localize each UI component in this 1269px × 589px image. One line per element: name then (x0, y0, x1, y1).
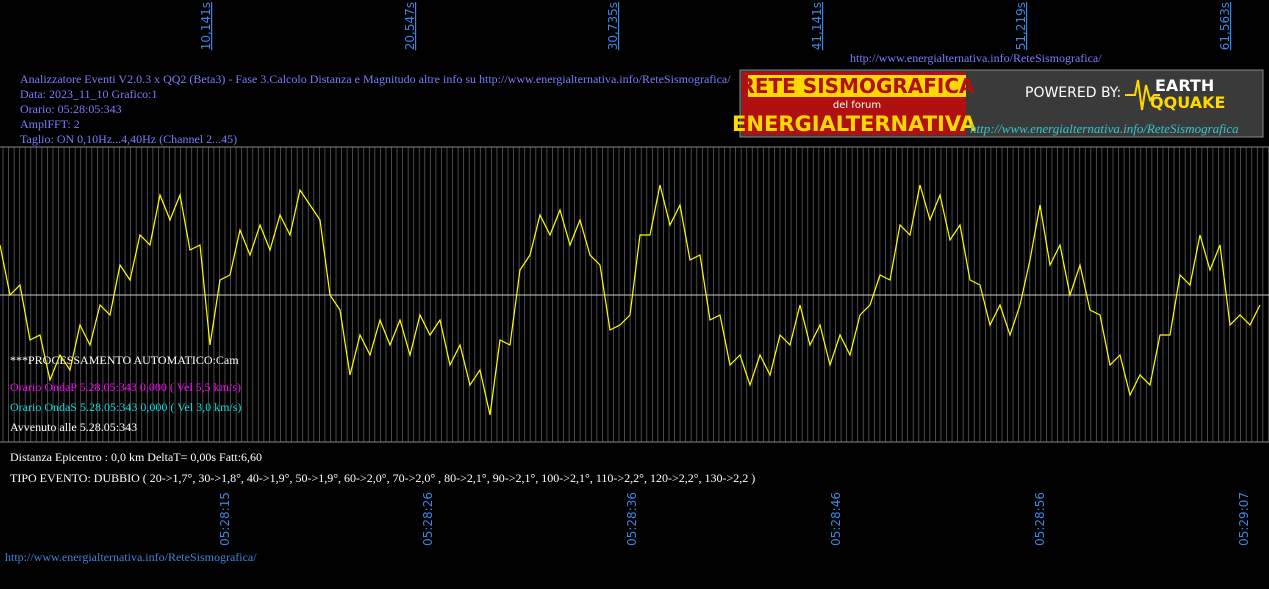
bottom-time-label: 05:29:07 (1237, 492, 1251, 546)
top-time-label: 61,563s (1218, 2, 1232, 50)
info-line: Analizzatore Eventi V2.0.3 x QQ2 (Beta3)… (20, 72, 731, 86)
bottom-time-label: 05:28:15 (218, 492, 232, 546)
header-url: http://www.energialternativa.info/ReteSi… (850, 51, 1102, 65)
logo-brand-bottom: QQUAKE (1150, 93, 1225, 112)
onda-p: Orario OndaP 5.28.05:343 0,000 ( Vel 5,5… (10, 380, 241, 394)
onda-s: Orario OndaS 5.28.05:343 0,000 ( Vel 3,0… (10, 400, 241, 414)
bottom-time-label: 05:28:36 (625, 492, 639, 546)
logo-subtitle: del forum (833, 100, 881, 111)
top-time-label: 10,141s (199, 2, 213, 50)
logo: RETE SISMOGRAFICA del forum ENERGIALTERN… (732, 69, 1264, 138)
bottom-time-label: 05:28:26 (421, 492, 435, 546)
logo-powered: POWERED BY: (1025, 85, 1121, 101)
info-line: Taglio: ON 0,10Hz...4,40Hz (Channel 2...… (20, 132, 237, 146)
processing: ***PROCESSAMENTO AUTOMATICO:Cam (10, 353, 239, 367)
top-time-label: 20,547s (403, 2, 417, 50)
logo-title: RETE SISMOGRAFICA (739, 74, 975, 98)
bottom-time-label: 05:28:46 (829, 492, 843, 546)
top-time-label: 30,735s (606, 2, 620, 50)
logo-seismo (1125, 79, 1160, 111)
logo-brand-top: EARTH (1155, 76, 1214, 95)
footer-url: http://www.energialternativa.info/ReteSi… (5, 550, 257, 564)
tipo-evento: TIPO EVENTO: DUBBIO ( 20->1,7°, 30->1,8°… (10, 471, 755, 485)
top-time-label: 51,219s (1014, 2, 1028, 50)
info-line: AmplFFT: 2 (20, 117, 80, 131)
logo-yellow (748, 75, 966, 97)
logo-name: ENERGIALTERNATIVA (732, 112, 977, 136)
logo-url: http://www.energialternativa.info/ReteSi… (970, 121, 1239, 136)
top-time-label: 41,141s (810, 2, 824, 50)
waveform (0, 184, 1261, 416)
bottom-time-label: 05:28:56 (1033, 492, 1047, 546)
info-line: Orario: 05:28:05:343 (20, 102, 122, 116)
info-line: Data: 2023_11_10 Grafico:1 (20, 87, 158, 101)
avvenuto: Avvenuto alle 5.28.05:343 (10, 420, 137, 434)
distanza: Distanza Epicentro : 0,0 km DeltaT= 0,00… (10, 450, 262, 464)
